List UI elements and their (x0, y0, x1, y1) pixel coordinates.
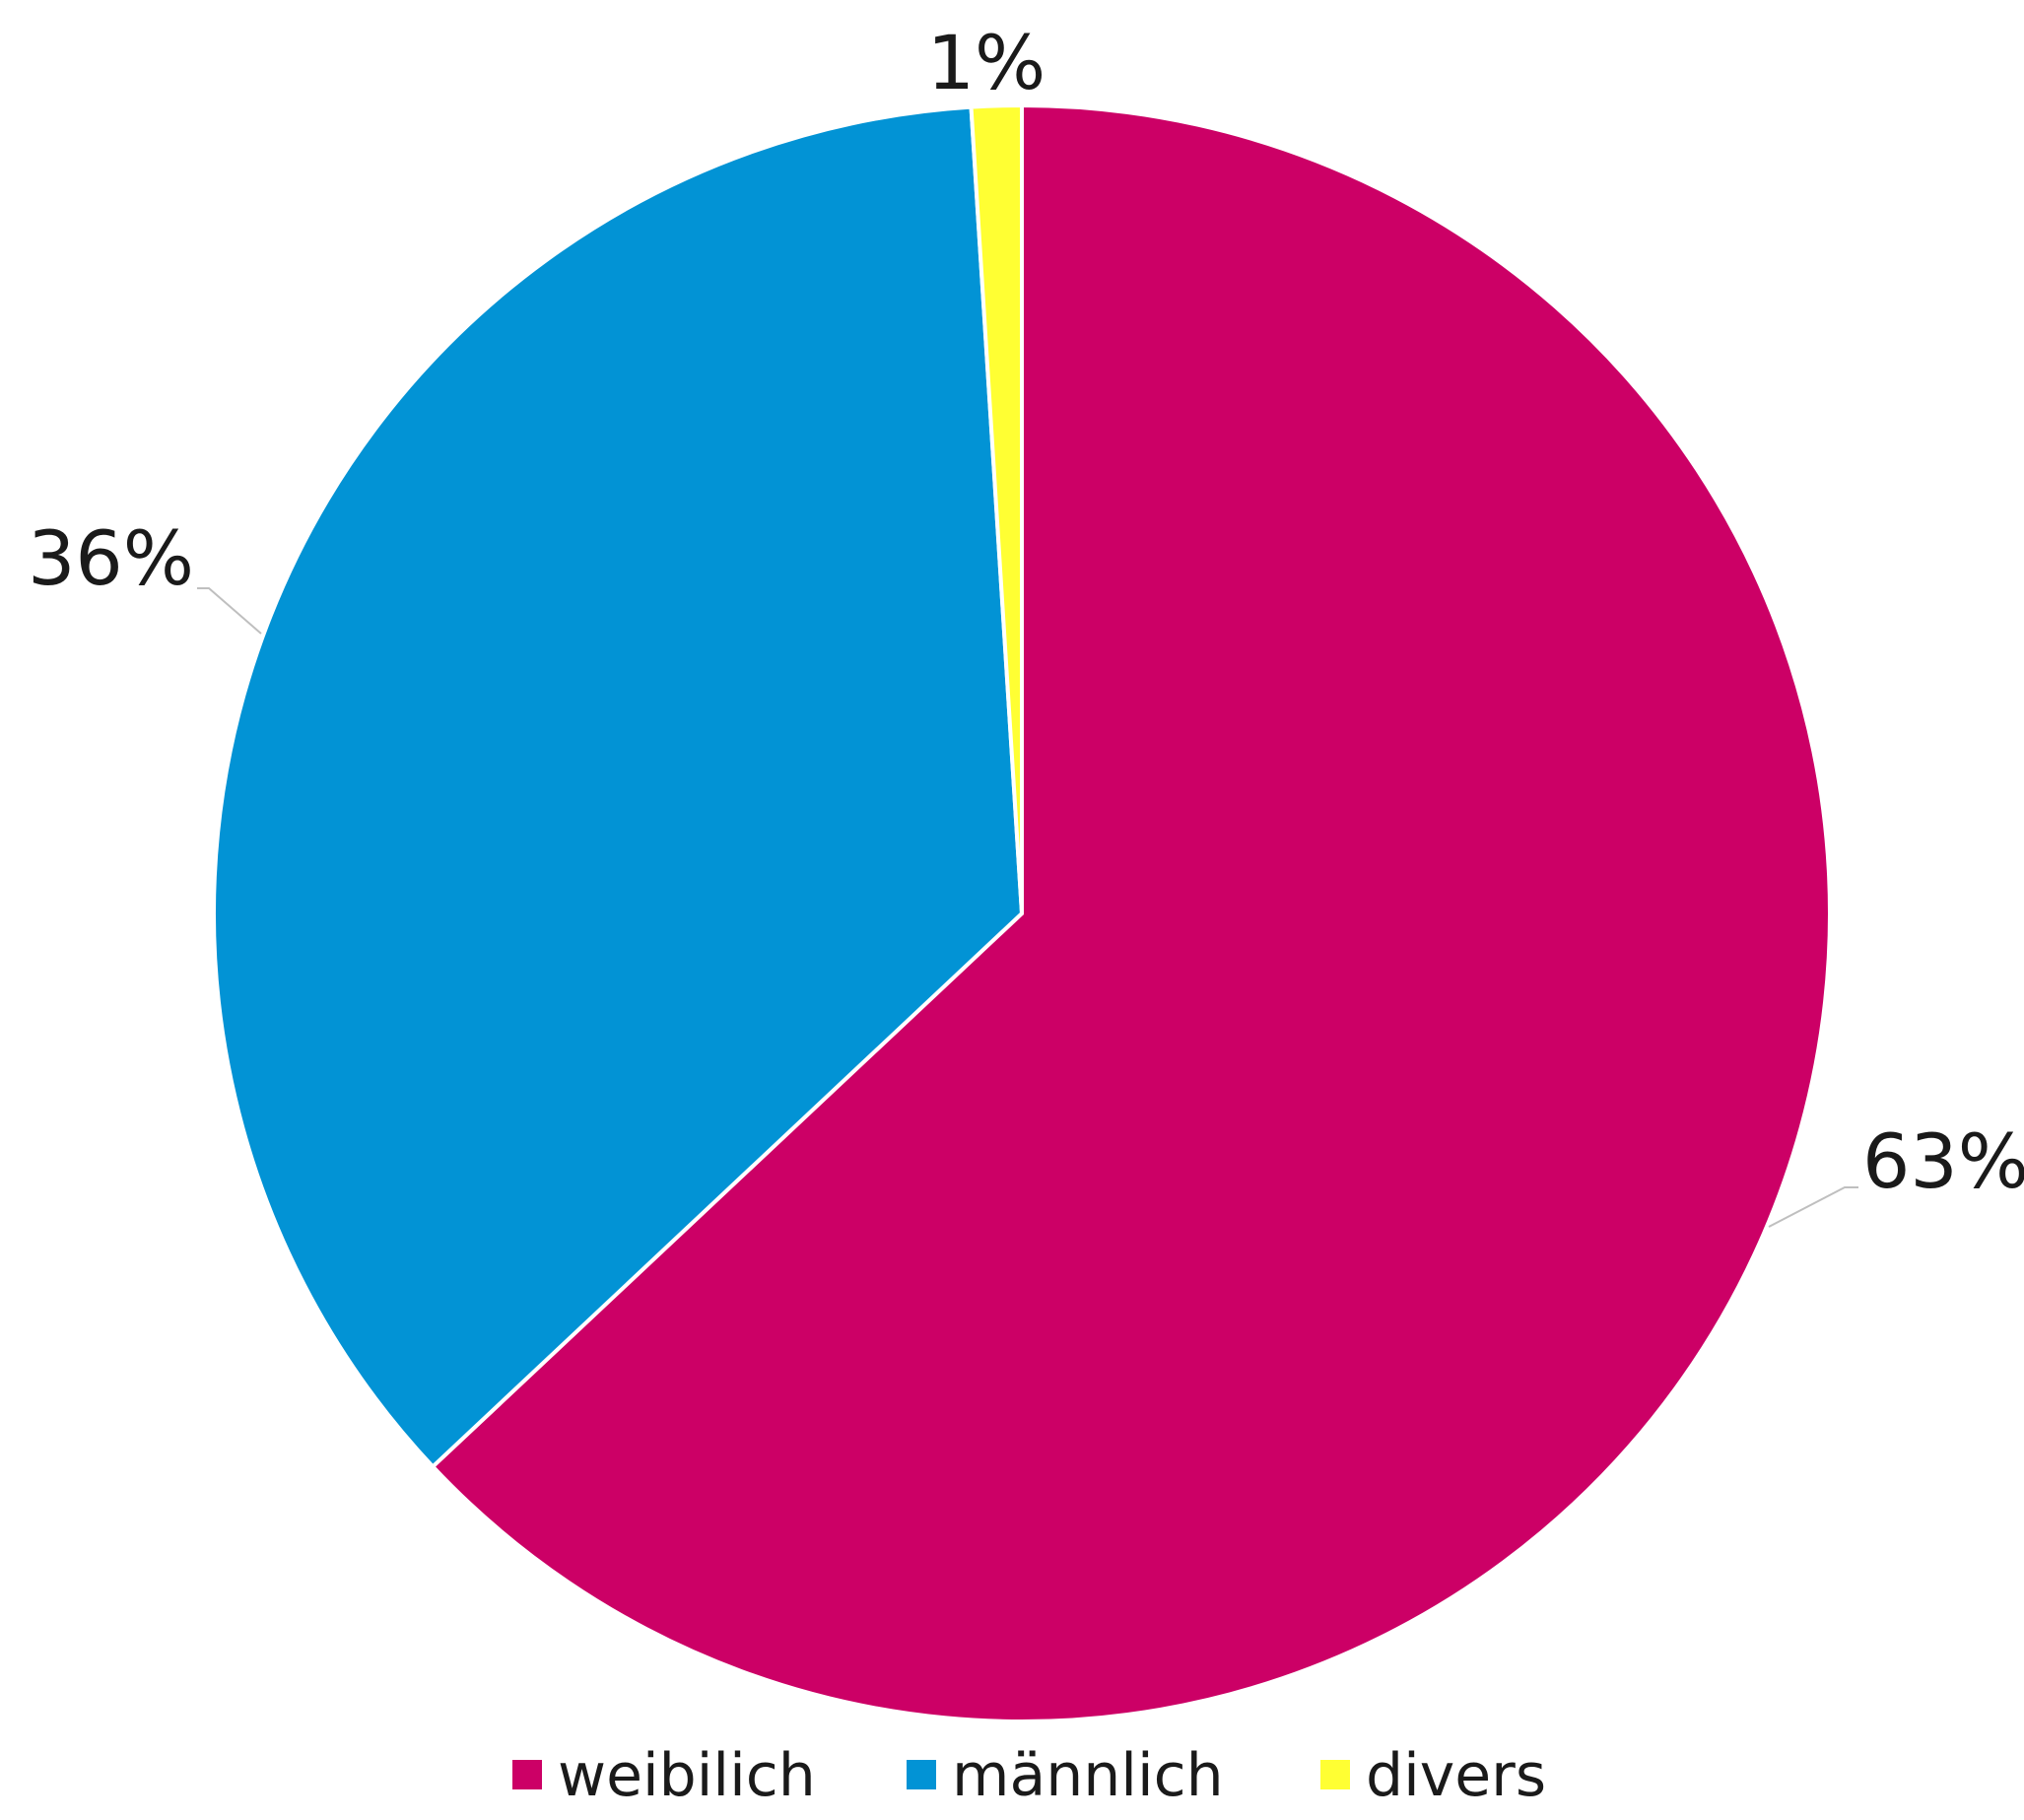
pie-slice-divers (969, 103, 1024, 915)
legend-label-divers: divers (1366, 1741, 1546, 1810)
data-label-divers: 1% (927, 19, 1046, 106)
pie-slice-mannlich (211, 104, 1024, 1469)
pie-slices (211, 103, 1832, 1723)
leader-line-mannlich (197, 587, 262, 635)
data-label-mannlich: 36% (28, 514, 194, 602)
pie-slice-weibilich (431, 103, 1832, 1723)
slice-labels: 63% 36% 1% (28, 19, 2024, 1228)
legend-swatch-divers (1320, 1760, 1350, 1789)
legend-swatch-mannlich (907, 1760, 936, 1789)
legend: weibilich männlich divers (512, 1741, 1546, 1810)
data-label-weibilich: 63% (1862, 1117, 2024, 1205)
legend-label-weibilich: weibilich (558, 1741, 816, 1810)
leader-line-weibilich (1768, 1186, 1858, 1228)
legend-label-mannlich: männlich (952, 1741, 1224, 1810)
legend-swatch-weibilich (512, 1760, 542, 1789)
